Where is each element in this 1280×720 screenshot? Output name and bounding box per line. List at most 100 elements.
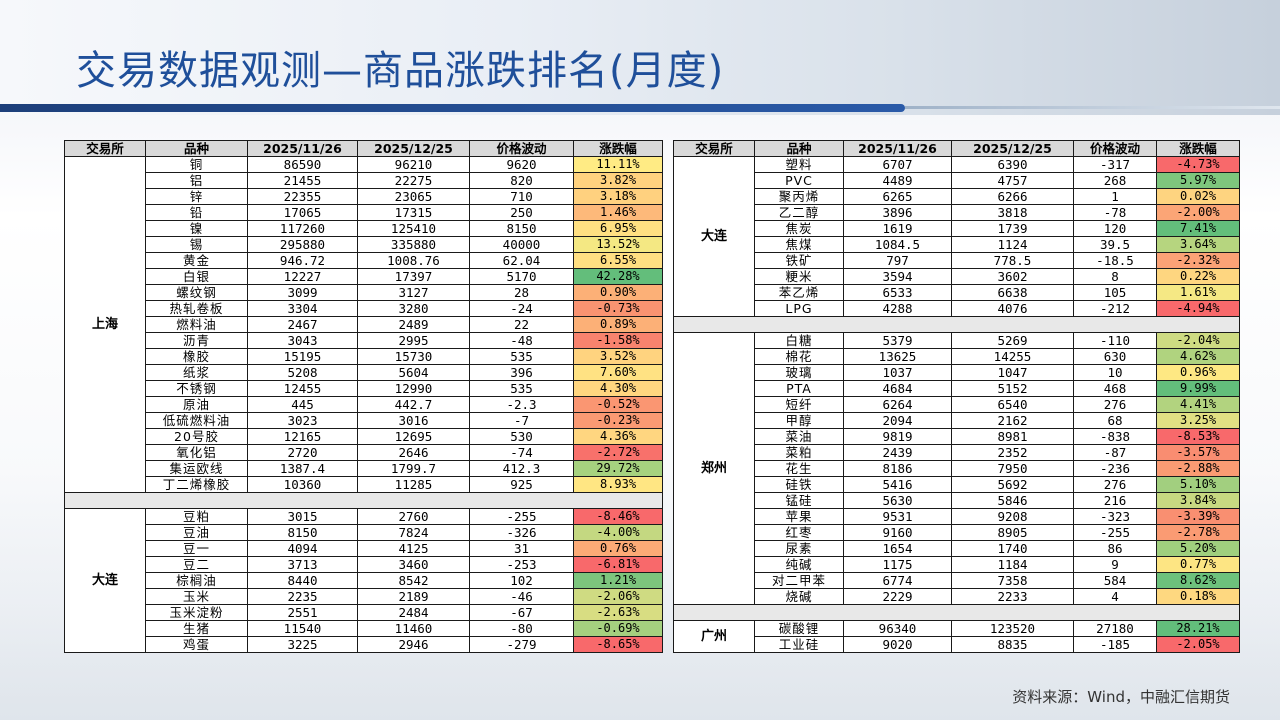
variety-cell: 集运欧线 [145, 460, 248, 477]
pct-change-cell: -0.69% [573, 620, 663, 637]
price-change-cell: 820 [469, 172, 574, 189]
pct-change-cell: 3.84% [1156, 492, 1240, 509]
price-date2-cell: 8542 [357, 572, 470, 589]
table-row: 乙二醇 3896 3818 -78 -2.00% [674, 204, 1240, 221]
price-change-cell: 28 [469, 284, 574, 301]
price-date1-cell: 3023 [247, 412, 358, 429]
variety-cell: 甲醇 [754, 412, 844, 429]
pct-change-cell: 0.77% [1156, 556, 1240, 573]
price-change-cell: -253 [469, 556, 574, 573]
price-date1-cell: 12455 [247, 380, 358, 397]
price-change-cell: -46 [469, 588, 574, 605]
price-date2-cell: 11285 [357, 476, 470, 493]
price-change-cell: -255 [469, 508, 574, 525]
variety-cell: 对二甲苯 [754, 572, 844, 589]
pct-change-cell: -2.63% [573, 604, 663, 621]
price-date2-cell: 3602 [951, 268, 1074, 285]
pct-change-cell: -0.52% [573, 396, 663, 413]
price-date1-cell: 2551 [247, 604, 358, 621]
table-row: 铝 21455 22275 820 3.82% [65, 172, 663, 189]
price-change-cell: 120 [1073, 220, 1157, 237]
price-date1-cell: 2720 [247, 444, 358, 461]
variety-cell: 燃料油 [145, 316, 248, 333]
price-change-cell: 4 [1073, 588, 1157, 605]
price-date1-cell: 1084.5 [843, 236, 952, 253]
pct-change-cell: 5.20% [1156, 540, 1240, 557]
table-header-row: 交易所 品种 2025/11/26 2025/12/25 价格波动 涨跌幅 [673, 140, 1240, 157]
price-date1-cell: 5379 [843, 332, 952, 349]
table-row: 花生 8186 7950 -236 -2.88% [674, 460, 1240, 477]
price-date1-cell: 3713 [247, 556, 358, 573]
left-quote-table: 交易所 品种 2025/11/26 2025/12/25 价格波动 涨跌幅 上海… [64, 140, 663, 653]
price-date1-cell: 3594 [843, 268, 952, 285]
price-date1-cell: 3099 [247, 284, 358, 301]
variety-cell: 玉米 [145, 588, 248, 605]
price-date1-cell: 2229 [843, 588, 952, 605]
table-row: 螺纹钢 3099 3127 28 0.90% [65, 284, 663, 301]
variety-cell: 菜粕 [754, 444, 844, 461]
price-change-cell: 468 [1073, 380, 1157, 397]
table-row: 橡胶 15195 15730 535 3.52% [65, 348, 663, 365]
price-change-cell: 630 [1073, 348, 1157, 365]
source-note: 资料来源：Wind，中融汇信期货 [1012, 688, 1230, 706]
table-row: 低硫燃料油 3023 3016 -7 -0.23% [65, 412, 663, 429]
price-date2-cell: 7358 [951, 572, 1074, 589]
variety-cell: 玉米淀粉 [145, 604, 248, 621]
variety-cell: 聚丙烯 [754, 188, 844, 205]
table-row: 20号胶 12165 12695 530 4.36% [65, 428, 663, 445]
variety-cell: 镍 [145, 220, 248, 237]
variety-cell: PTA [754, 380, 844, 397]
price-change-cell: 27180 [1073, 620, 1157, 637]
pct-change-cell: 9.99% [1156, 380, 1240, 397]
variety-cell: 低硫燃料油 [145, 412, 248, 429]
table-row: 原油 445 442.7 -2.3 -0.52% [65, 396, 663, 413]
price-change-cell: 535 [469, 348, 574, 365]
pct-change-cell: -4.73% [1156, 156, 1240, 173]
table-row: 白银 12227 17397 5170 42.28% [65, 268, 663, 285]
table-row: 热轧卷板 3304 3280 -24 -0.73% [65, 300, 663, 317]
price-date2-cell: 1047 [951, 364, 1074, 381]
price-change-cell: -317 [1073, 156, 1157, 173]
pct-change-cell: -2.06% [573, 588, 663, 605]
price-date1-cell: 9160 [843, 524, 952, 541]
pct-change-cell: 4.30% [573, 380, 663, 397]
header-accent-bar [0, 104, 905, 112]
variety-cell: 棕榈油 [145, 572, 248, 589]
price-date1-cell: 8186 [843, 460, 952, 477]
price-change-cell: 9620 [469, 156, 574, 173]
table-row: 苹果 9531 9208 -323 -3.39% [674, 508, 1240, 525]
pct-change-cell: 6.95% [573, 220, 663, 237]
price-date2-cell: 2995 [357, 332, 470, 349]
price-date2-cell: 7824 [357, 524, 470, 541]
price-change-cell: 276 [1073, 476, 1157, 493]
group-separator [673, 316, 1240, 333]
price-change-cell: -87 [1073, 444, 1157, 461]
variety-cell: 塑料 [754, 156, 844, 173]
price-change-cell: -185 [1073, 636, 1157, 653]
table-row: 尿素 1654 1740 86 5.20% [674, 540, 1240, 557]
variety-cell: 热轧卷板 [145, 300, 248, 317]
pct-change-cell: 4.41% [1156, 396, 1240, 413]
price-change-cell: -323 [1073, 508, 1157, 525]
header-exchange: 交易所 [64, 140, 146, 157]
pct-change-cell: -0.73% [573, 300, 663, 317]
price-date2-cell: 335880 [357, 236, 470, 253]
price-change-cell: -67 [469, 604, 574, 621]
price-date2-cell: 1739 [951, 220, 1074, 237]
price-date1-cell: 6264 [843, 396, 952, 413]
table-row: 烧碱 2229 2233 4 0.18% [674, 588, 1240, 605]
price-date1-cell: 21455 [247, 172, 358, 189]
price-change-cell: 1 [1073, 188, 1157, 205]
variety-cell: 纯碱 [754, 556, 844, 573]
pct-change-cell: 0.22% [1156, 268, 1240, 285]
price-date1-cell: 11540 [247, 620, 358, 637]
header-exchange: 交易所 [673, 140, 755, 157]
table-row: 大连 塑料 6707 6390 -317 -4.73% [673, 156, 1240, 317]
variety-cell: 焦炭 [754, 220, 844, 237]
price-date2-cell: 8905 [951, 524, 1074, 541]
price-change-cell: 412.3 [469, 460, 574, 477]
pct-change-cell: -1.58% [573, 332, 663, 349]
exchange-cell: 大连 [673, 156, 755, 317]
price-date1-cell: 1175 [843, 556, 952, 573]
header-variety: 品种 [754, 140, 844, 157]
